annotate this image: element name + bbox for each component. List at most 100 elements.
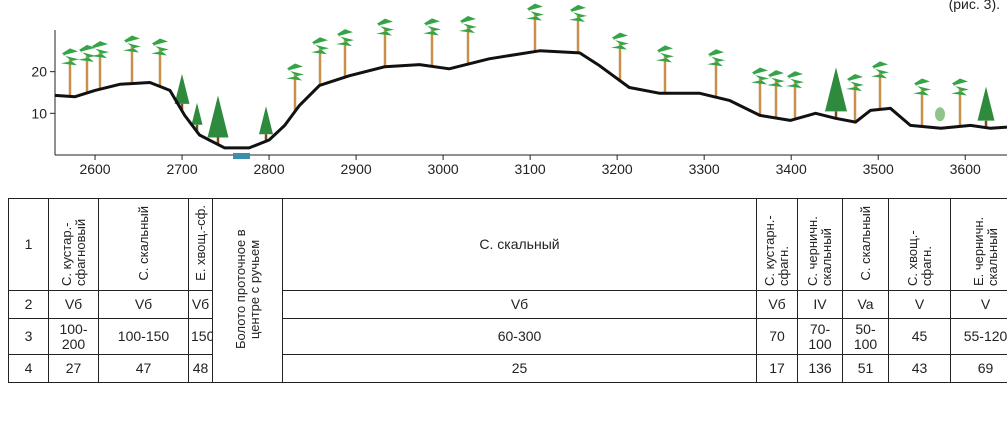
- x-tick-label: 3400: [776, 161, 807, 177]
- header-text: С. кустарн.-сфагн.: [763, 200, 791, 286]
- tree-crown: [707, 49, 725, 66]
- tree-crown: [311, 37, 329, 54]
- cell: 25: [283, 355, 757, 383]
- tree-crown: [611, 33, 629, 50]
- table-row: 1 С. кустар.-сфагновый С. скальный Е. хвощ.…: [9, 199, 1007, 291]
- x-tick-label: 3200: [602, 161, 633, 177]
- tree-crown: [336, 29, 354, 46]
- header-cell: С. хвощ.-сфагн.: [889, 199, 951, 291]
- cell: 100-150: [99, 319, 189, 355]
- header-cell: С. кустар.-сфагновый: [49, 199, 99, 291]
- x-tick-label: 2900: [341, 161, 372, 177]
- stream: [233, 153, 250, 159]
- x-tick-label: 2800: [253, 161, 284, 177]
- tree-crown: [786, 71, 804, 88]
- y-tick-label: 20: [31, 64, 47, 80]
- x-tick-label: 3000: [428, 161, 459, 177]
- tree-crown: [767, 70, 785, 87]
- header-cell: С. скальный: [99, 199, 189, 291]
- cell: Vб: [189, 291, 213, 319]
- header-text: С. хвощ.-сфагн.: [906, 200, 934, 286]
- x-tick-label: 3500: [863, 161, 894, 177]
- header-text: С. кустар.-сфагновый: [60, 200, 88, 286]
- tree-crown: [846, 74, 864, 91]
- cell: Va: [843, 291, 889, 319]
- cell: 70: [757, 319, 798, 355]
- tree-crown: [123, 36, 141, 53]
- x-tick-label: 3100: [515, 161, 546, 177]
- cell: V: [951, 291, 1007, 319]
- header-cell: С. черничн. скальный: [798, 199, 843, 291]
- cell: 100-200: [49, 319, 99, 355]
- cell: 45: [889, 319, 951, 355]
- header-text: Е. хвощ.-сф.: [194, 205, 208, 281]
- header-cell: Болото проточное в центре с ручьем: [213, 199, 283, 383]
- tree-crown: [151, 39, 169, 56]
- row-label: 1: [9, 199, 49, 291]
- tree-crown: [61, 48, 79, 65]
- cell: 27: [49, 355, 99, 383]
- cell: IV: [798, 291, 843, 319]
- x-tick-label: 2600: [79, 161, 110, 177]
- cell: 17: [757, 355, 798, 383]
- tree-crown: [526, 4, 544, 21]
- spruce-crown: [192, 103, 203, 125]
- header-cell: Е. хвощ.-сф.: [189, 199, 213, 291]
- cell: 47: [99, 355, 189, 383]
- x-tick-label: 3300: [689, 161, 720, 177]
- header-cell: С. скальный: [283, 199, 757, 291]
- tree-crown: [459, 16, 477, 33]
- x-tick-label: 2700: [166, 161, 197, 177]
- page: (рис. 3). 102026002700280029003000310032…: [0, 0, 1007, 430]
- header-cell: Е. черничн. скальный: [951, 199, 1007, 291]
- header-text: Болото проточное в центре с ручьем: [234, 224, 262, 354]
- row-label: 3: [9, 319, 49, 355]
- row-label: 4: [9, 355, 49, 383]
- cell: 55-120: [951, 319, 1007, 355]
- header-text: С. скальный: [137, 206, 151, 280]
- header-text: С. черничн. скальный: [806, 200, 834, 286]
- cell: 136: [798, 355, 843, 383]
- row-label: 2: [9, 291, 49, 319]
- tree-crown: [91, 41, 109, 58]
- table-wrap: 1 С. кустар.-сфагновый С. скальный Е. хвощ.…: [8, 198, 1007, 384]
- tree-crown: [569, 5, 587, 22]
- x-tick-label: 3600: [950, 161, 981, 177]
- spruce-crown: [825, 67, 847, 111]
- cell: 43: [889, 355, 951, 383]
- header-cell: С. кустарн.-сфагн.: [757, 199, 798, 291]
- profile-chart: (рис. 3). 10 20 2600 2700 2800 2900 3000 3100 32…: [0, 0, 1007, 190]
- header-text: Е. черничн. скальный: [972, 200, 1000, 286]
- cell: 51: [843, 355, 889, 383]
- caption: (рис. 3).: [949, 0, 1000, 12]
- tree-crown: [913, 79, 931, 96]
- tree-crown: [656, 45, 674, 62]
- tree-crown: [871, 61, 889, 78]
- cell: 150: [189, 319, 213, 355]
- spruce-crown: [978, 87, 995, 121]
- cell: 69: [951, 355, 1007, 383]
- cell: Vб: [49, 291, 99, 319]
- cell: 70-100: [798, 319, 843, 355]
- cell: Vб: [99, 291, 189, 319]
- cell: Vб: [757, 291, 798, 319]
- bush: [935, 107, 945, 121]
- spruce-crown: [208, 95, 229, 137]
- header-text: С. скальный: [479, 236, 559, 252]
- header-text: С. скальный: [859, 206, 873, 280]
- y-tick-label: 10: [31, 105, 47, 121]
- cell: V: [889, 291, 951, 319]
- spruce-crown: [259, 106, 273, 134]
- tree-crown: [376, 19, 394, 36]
- profile-line: [55, 51, 1007, 148]
- cell: 60-300: [283, 319, 757, 355]
- tree-crown: [951, 78, 969, 95]
- tree-crown: [423, 18, 441, 35]
- cell: 50-100: [843, 319, 889, 355]
- header-cell: С. скальный: [843, 199, 889, 291]
- cell: Vб: [283, 291, 757, 319]
- cell: 48: [189, 355, 213, 383]
